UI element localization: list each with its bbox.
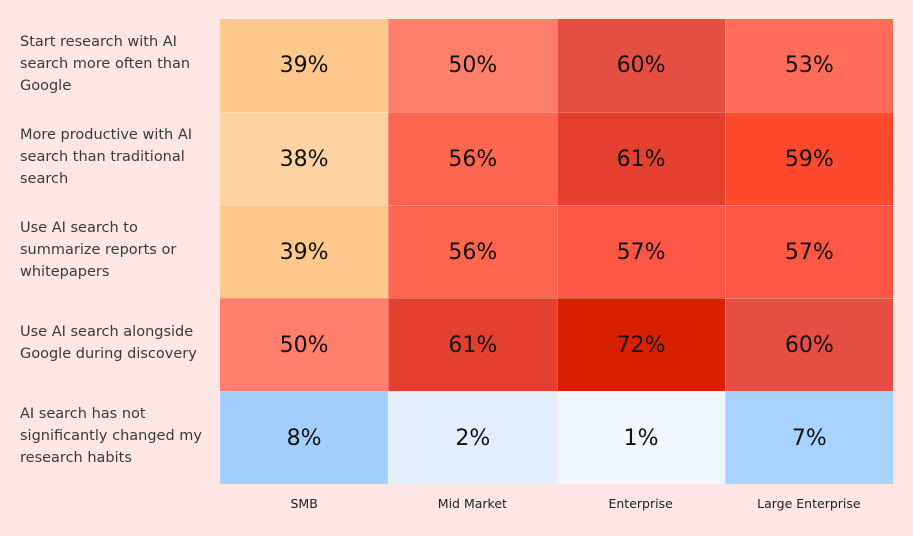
column-label-smb: SMB (290, 496, 318, 511)
heatmap-cell-r1-smb: 39% (220, 19, 389, 112)
heatmap-cell-r4-mid-market: 61% (388, 298, 557, 391)
heatmap-value-label: 57% (784, 239, 834, 265)
heatmap-cell-r5-enterprise: 1% (556, 391, 725, 484)
heatmap-cell-r4-large-enterprise: 60% (724, 298, 893, 391)
column-label-mid-market: Mid Market (437, 496, 507, 511)
column-label-large-enterprise: Large Enterprise (757, 496, 861, 511)
heatmap-cell-r4-smb: 50% (220, 298, 389, 391)
row-label-1: Start research with AI search more often… (20, 33, 191, 94)
heatmap-value-label: 8% (286, 425, 322, 451)
heatmap-value-label: 39% (279, 239, 329, 265)
heatmap-value-label: 56% (448, 146, 498, 172)
heatmap-value-label: 61% (448, 332, 498, 358)
heatmap-cell-r3-enterprise: 57% (556, 205, 725, 298)
heatmap-value-label: 7% (791, 425, 827, 451)
row-label-5: AI search has not significantly changed … (20, 405, 202, 466)
heatmap-cell-r5-large-enterprise: 7% (724, 391, 893, 484)
heatmap-cell-r3-mid-market: 56% (388, 205, 557, 298)
heatmap-cell-r2-smb: 38% (220, 112, 389, 205)
heatmap-value-label: 53% (784, 53, 834, 78)
heatmap-cell-r2-enterprise: 61% (556, 112, 725, 205)
heatmap-cell-r2-large-enterprise: 59% (724, 112, 893, 205)
heatmap-value-label: 39% (279, 53, 329, 78)
heatmap-cell-r1-mid-market: 50% (388, 19, 557, 112)
row-label-2: More productive with AI search than trad… (20, 126, 193, 187)
row-label-4: Use AI search alongside Google during di… (20, 323, 197, 362)
heatmap-cell-r5-mid-market: 2% (388, 391, 557, 484)
heatmap-cell-r1-enterprise: 60% (556, 19, 725, 112)
heatmap-cell-r1-large-enterprise: 53% (724, 19, 893, 112)
heatmap-value-label: 61% (616, 146, 666, 172)
heatmap-cell-r3-large-enterprise: 57% (724, 205, 893, 298)
column-label-enterprise: Enterprise (608, 496, 673, 511)
heatmap-value-label: 57% (616, 239, 666, 265)
heatmap-value-label: 72% (616, 332, 666, 358)
heatmap-value-label: 1% (623, 425, 659, 451)
heatmap-cell-r2-mid-market: 56% (388, 112, 557, 205)
heatmap-value-label: 38% (279, 146, 329, 172)
heatmap-cell-r5-smb: 8% (220, 391, 389, 484)
heatmap-value-label: 50% (448, 53, 498, 78)
heatmap-value-label: 59% (784, 146, 834, 172)
heatmap-value-label: 2% (455, 425, 491, 451)
heatmap-cell-r4-enterprise: 72% (556, 298, 725, 391)
heatmap-value-label: 60% (784, 332, 834, 358)
heatmap-cell-r3-smb: 39% (220, 205, 389, 298)
heatmap-value-label: 56% (448, 239, 498, 265)
heatmap-value-label: 50% (279, 332, 329, 358)
heatmap-value-label: 60% (616, 53, 666, 78)
row-label-3: Use AI search to summarize reports or wh… (20, 219, 177, 280)
